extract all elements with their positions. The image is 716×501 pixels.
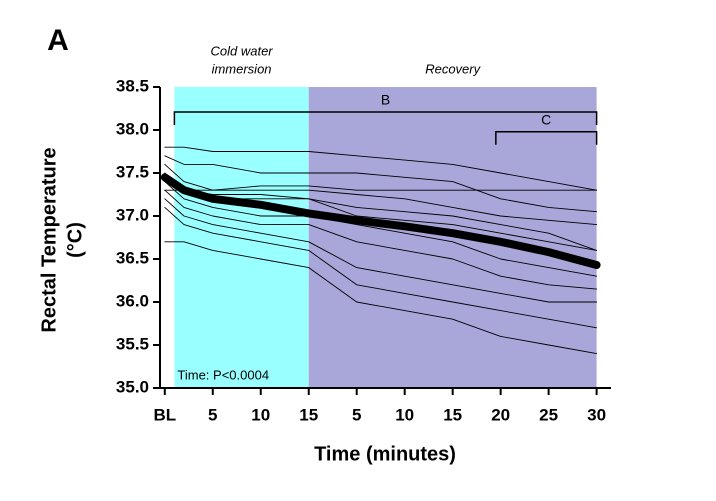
y-tick-label: 38.0 [116,119,149,138]
mean-line [160,173,601,270]
y-tick-label: 35.0 [116,377,149,396]
individual-line [164,241,598,355]
y-tick-label: 36.0 [116,291,149,310]
individual-line [164,189,598,290]
panel-label: A [47,24,69,57]
region-label: immersion [212,61,272,76]
x-tick-label: BL [153,405,176,424]
x-tick-label: 5 [352,405,361,424]
y-axis-title: (°C) [64,222,86,258]
individual-line [164,163,598,226]
x-tick-label: 5 [208,405,217,424]
region-label: Cold water [210,43,273,58]
y-tick-label: 35.5 [116,334,149,353]
region [174,87,309,388]
individual-line [164,198,598,303]
x-tick-label: 15 [443,405,462,424]
individual-line [164,155,598,213]
x-tick-label: 10 [251,405,270,424]
x-tick-label: 20 [491,405,510,424]
y-tick-label: 37.0 [116,205,149,224]
region [308,87,597,388]
y-axis-title: Rectal Temperature [38,147,60,332]
y-tick-label: 36.5 [116,248,149,267]
bracket-label: C [541,111,551,127]
x-tick-label: 15 [299,405,318,424]
individual-line [164,206,598,329]
x-axis-title: Time (minutes) [314,443,456,465]
bracket [173,111,598,125]
individual-line [164,185,598,191]
x-tick-label: 30 [587,405,606,424]
x-tick-label: 25 [539,405,558,424]
region-label: Recovery [425,61,481,76]
y-tick-label: 38.5 [116,76,149,95]
individual-line [164,181,598,277]
x-tick-label: 10 [395,405,414,424]
annotation: Time: P<0.0004 [177,367,269,382]
individual-line [164,146,598,191]
bracket [495,130,598,145]
bracket-label: B [381,92,390,108]
y-tick-label: 37.5 [116,162,149,181]
